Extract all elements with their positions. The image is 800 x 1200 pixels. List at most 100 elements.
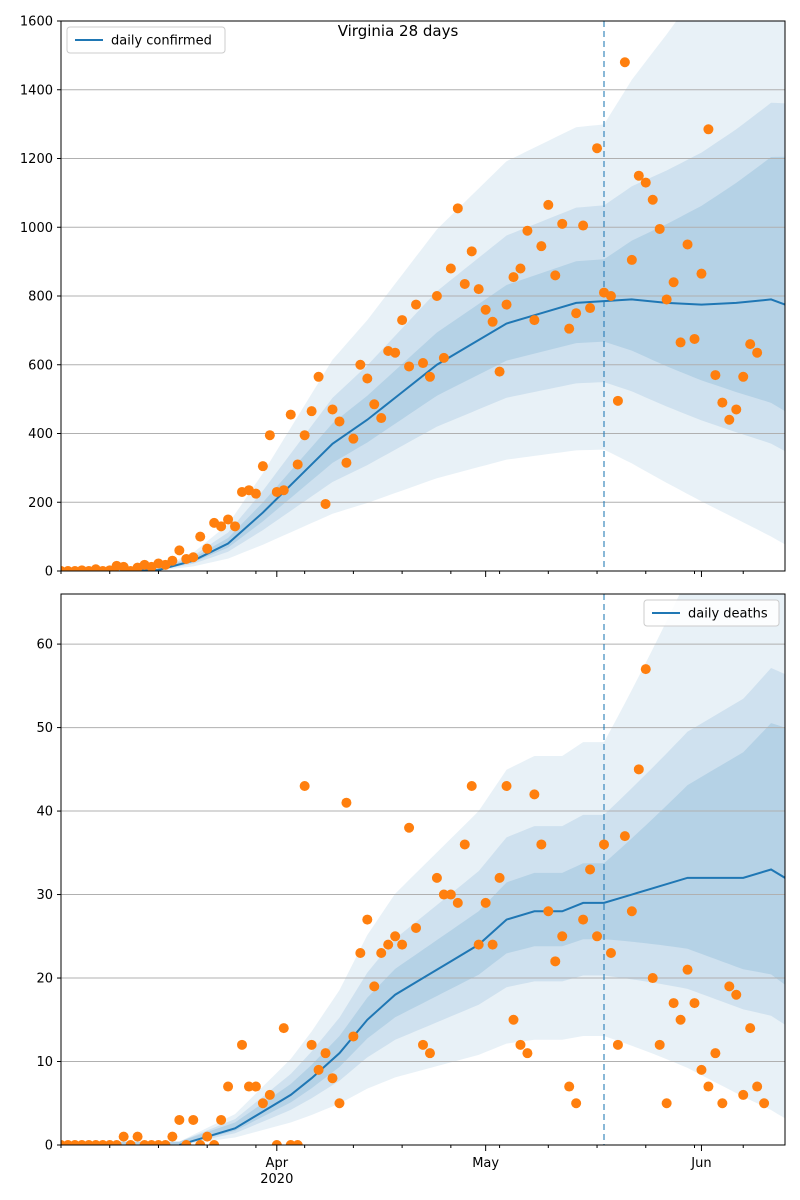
- observed-point: [411, 299, 422, 310]
- observed-point: [369, 981, 380, 992]
- y-tick-label: 20: [36, 972, 53, 987]
- observed-point: [473, 284, 484, 295]
- observed-point: [299, 781, 310, 792]
- observed-point: [264, 430, 275, 441]
- observed-point: [209, 1140, 220, 1145]
- observed-point: [285, 409, 296, 420]
- observed-point: [376, 947, 387, 958]
- observed-point: [745, 339, 756, 350]
- observed-point: [160, 1140, 171, 1145]
- observed-point: [501, 781, 512, 792]
- observed-point: [647, 194, 658, 205]
- observed-point: [654, 1039, 665, 1050]
- observed-point: [696, 268, 707, 279]
- observed-point: [167, 555, 178, 566]
- observed-point: [118, 561, 129, 571]
- legend: daily confirmed: [66, 26, 226, 54]
- observed-point: [647, 973, 658, 984]
- observed-point: [515, 1039, 526, 1050]
- y-tick-label: 30: [36, 888, 53, 903]
- observed-point: [278, 485, 289, 496]
- observed-point: [216, 1114, 227, 1125]
- observed-point: [452, 897, 463, 908]
- observed-point: [181, 1140, 192, 1145]
- observed-point: [640, 177, 651, 188]
- observed-point: [605, 291, 616, 301]
- observed-point: [592, 931, 603, 942]
- observed-point: [348, 433, 359, 444]
- uncertainty-band: [116, 156, 785, 571]
- observed-point: [522, 225, 533, 236]
- observed-point: [362, 373, 373, 384]
- observed-point: [661, 294, 672, 305]
- observed-point: [494, 366, 505, 377]
- uncertainty-band: [116, 102, 785, 571]
- observed-point: [195, 531, 206, 542]
- observed-point: [703, 1081, 714, 1092]
- y-tick-label: 60: [36, 638, 53, 653]
- observed-point: [313, 371, 324, 382]
- uncertainty-band: [116, 668, 785, 1145]
- axes-frame: [60, 20, 786, 572]
- observed-point: [633, 170, 644, 181]
- observed-point: [578, 914, 589, 925]
- observed-point: [654, 223, 665, 234]
- observed-point: [132, 1131, 143, 1142]
- observed-point: [599, 839, 609, 850]
- observed-point: [125, 1140, 136, 1145]
- observed-point: [717, 1098, 728, 1109]
- observed-point: [257, 461, 268, 472]
- observed-point: [250, 488, 261, 499]
- observed-point: [404, 361, 415, 372]
- confirmed-panel: 0 200 400 600 800 1000 1200 1400 1600 daily confi…: [20, 15, 786, 580]
- observed-point: [619, 57, 630, 68]
- observed-point: [118, 1131, 129, 1142]
- observed-point: [619, 831, 630, 842]
- observed-point: [557, 931, 568, 942]
- observed-point: [703, 124, 714, 135]
- observed-point: [348, 1031, 359, 1042]
- observed-point: [424, 1048, 435, 1059]
- observed-point: [668, 277, 679, 288]
- x-tick-sublabel: 2020: [260, 1172, 293, 1187]
- observed-point: [759, 1098, 770, 1109]
- observed-point: [397, 315, 408, 326]
- observed-point: [390, 931, 401, 942]
- observed-point: [431, 872, 442, 883]
- uncertainty-band: [116, 594, 785, 1145]
- observed-point: [731, 989, 742, 1000]
- x-tick-label: Jun: [690, 1156, 711, 1171]
- observed-point: [320, 1048, 331, 1059]
- observed-point: [529, 315, 540, 326]
- observed-point: [752, 347, 763, 358]
- uncertainty-band: [116, 723, 785, 1145]
- observed-point: [174, 545, 185, 556]
- observed-point: [612, 1039, 623, 1050]
- observed-point: [738, 371, 749, 382]
- observed-point: [626, 254, 637, 265]
- observed-point: [202, 543, 213, 554]
- observed-point: [341, 797, 352, 808]
- observed-point: [299, 430, 310, 441]
- observed-point: [543, 906, 554, 917]
- y-tick-label: 1200: [20, 152, 53, 167]
- observed-point: [473, 939, 484, 950]
- observed-point: [334, 416, 345, 427]
- observed-point: [292, 1140, 303, 1145]
- observed-point: [710, 1048, 721, 1059]
- observed-point: [605, 947, 616, 958]
- observed-point: [362, 914, 373, 925]
- y-tick-label: 50: [36, 721, 53, 736]
- observed-point: [418, 1039, 428, 1050]
- observed-point: [390, 347, 401, 358]
- axes-frame: [60, 593, 786, 1146]
- observed-point: [571, 308, 582, 319]
- observed-point: [752, 1081, 763, 1092]
- observed-point: [536, 241, 547, 252]
- observed-point: [612, 395, 623, 406]
- legend-box: [643, 599, 780, 627]
- observed-point: [223, 1081, 234, 1092]
- observed-point: [508, 272, 519, 283]
- observed-point: [724, 981, 735, 992]
